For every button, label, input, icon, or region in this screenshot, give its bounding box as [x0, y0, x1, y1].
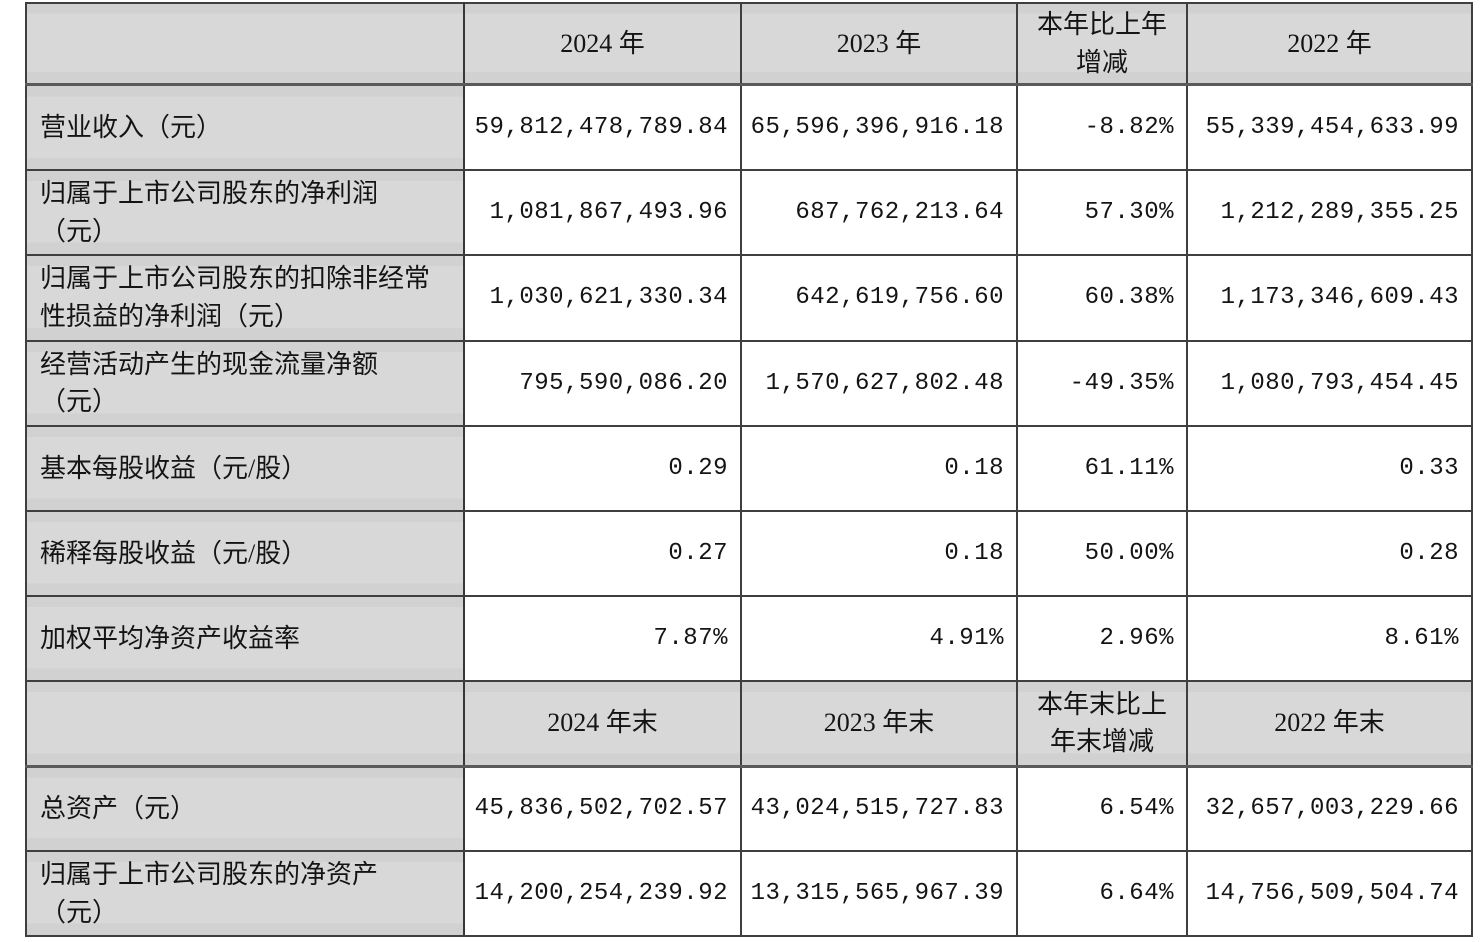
- change-cell: 6.64%: [1016, 849, 1188, 938]
- value-2024-cell: 14,200,254,239.92: [463, 849, 742, 938]
- value-2024-cell: 1,030,621,330.34: [463, 254, 742, 342]
- table-row-net-profit: 归属于上市公司股东的净利润 （元） 1,081,867,493.96 687,7…: [25, 168, 1473, 257]
- value-2023-cell: 13,315,565,967.39: [740, 849, 1018, 938]
- row-label-cell: 营业收入（元）: [25, 83, 465, 171]
- value-2024-cell: 0.29: [463, 425, 742, 512]
- change-cell: -49.35%: [1016, 339, 1188, 428]
- value-2023-cell: 687,762,213.64: [740, 168, 1018, 257]
- row-label-cell: 归属于上市公司股东的净资产 （元）: [25, 849, 465, 938]
- value-2023-cell: 43,024,515,727.83: [740, 765, 1018, 852]
- change-cell: 6.54%: [1016, 765, 1188, 852]
- value-2024-cell: 7.87%: [463, 595, 742, 682]
- value-2024-cell: 795,590,086.20: [463, 339, 742, 428]
- value-2023-cell: 1,570,627,802.48: [740, 339, 1018, 428]
- row-label-cell: 基本每股收益（元/股）: [25, 425, 465, 512]
- header-change-cell: 本年比上年 增减: [1016, 2, 1188, 87]
- value-2024-cell: 1,081,867,493.96: [463, 168, 742, 257]
- value-2023-cell: 4.91%: [740, 595, 1018, 682]
- header-2023-end-cell: 2023 年末: [740, 680, 1018, 768]
- table-row-total-assets: 总资产（元） 45,836,502,702.57 43,024,515,727.…: [25, 765, 1473, 852]
- change-cell: 50.00%: [1016, 510, 1188, 597]
- header-2022-end-cell: 2022 年末: [1186, 680, 1473, 768]
- value-2022-cell: 32,657,003,229.66: [1186, 765, 1473, 852]
- table-header-row-year-end: 2024 年末 2023 年末 本年末比上 年末增减 2022 年末: [25, 680, 1473, 768]
- value-2023-cell: 0.18: [740, 510, 1018, 597]
- table-header-row-annual: 2024 年 2023 年 本年比上年 增减 2022 年: [25, 2, 1473, 87]
- financial-summary-table: 2024 年 2023 年 本年比上年 增减 2022 年 营业收入（元） 59…: [25, 2, 1473, 938]
- header-2022-cell: 2022 年: [1186, 2, 1473, 87]
- value-2022-cell: 1,173,346,609.43: [1186, 254, 1473, 342]
- row-label-cell: 加权平均净资产收益率: [25, 595, 465, 682]
- header-2024-end-cell: 2024 年末: [463, 680, 742, 768]
- value-2024-cell: 45,836,502,702.57: [463, 765, 742, 852]
- table-row-revenue: 营业收入（元） 59,812,478,789.84 65,596,396,916…: [25, 83, 1473, 171]
- value-2022-cell: 1,212,289,355.25: [1186, 168, 1473, 257]
- table-row-diluted-eps: 稀释每股收益（元/股） 0.27 0.18 50.00% 0.28: [25, 510, 1473, 597]
- header-end-change-cell: 本年末比上 年末增减: [1016, 680, 1188, 768]
- value-2022-cell: 8.61%: [1186, 595, 1473, 682]
- row-label-cell: 归属于上市公司股东的净利润 （元）: [25, 168, 465, 257]
- table-row-operating-cash-flow: 经营活动产生的现金流量净额 （元） 795,590,086.20 1,570,6…: [25, 339, 1473, 428]
- row-label-cell: 归属于上市公司股东的扣除非经常 性损益的净利润（元）: [25, 254, 465, 342]
- value-2023-cell: 642,619,756.60: [740, 254, 1018, 342]
- row-label-cell: 稀释每股收益（元/股）: [25, 510, 465, 597]
- row-label-cell: 总资产（元）: [25, 765, 465, 852]
- table-row-basic-eps: 基本每股收益（元/股） 0.29 0.18 61.11% 0.33: [25, 425, 1473, 512]
- value-2023-cell: 65,596,396,916.18: [740, 83, 1018, 171]
- key-financials-table: 2024 年 2023 年 本年比上年 增减 2022 年 营业收入（元） 59…: [25, 2, 1473, 938]
- value-2022-cell: 55,339,454,633.99: [1186, 83, 1473, 171]
- change-cell: 60.38%: [1016, 254, 1188, 342]
- table-row-net-assets: 归属于上市公司股东的净资产 （元） 14,200,254,239.92 13,3…: [25, 849, 1473, 938]
- value-2022-cell: 0.28: [1186, 510, 1473, 597]
- value-2024-cell: 59,812,478,789.84: [463, 83, 742, 171]
- value-2024-cell: 0.27: [463, 510, 742, 597]
- change-cell: 61.11%: [1016, 425, 1188, 512]
- value-2023-cell: 0.18: [740, 425, 1018, 512]
- change-cell: 2.96%: [1016, 595, 1188, 682]
- header-blank-cell: [25, 2, 465, 87]
- table-row-deducted-net-profit: 归属于上市公司股东的扣除非经常 性损益的净利润（元） 1,030,621,330…: [25, 254, 1473, 342]
- change-cell: -8.82%: [1016, 83, 1188, 171]
- value-2022-cell: 0.33: [1186, 425, 1473, 512]
- row-label-cell: 经营活动产生的现金流量净额 （元）: [25, 339, 465, 428]
- header-2023-cell: 2023 年: [740, 2, 1018, 87]
- value-2022-cell: 1,080,793,454.45: [1186, 339, 1473, 428]
- header-2024-cell: 2024 年: [463, 2, 742, 87]
- header-blank-cell: [25, 680, 465, 768]
- change-cell: 57.30%: [1016, 168, 1188, 257]
- table-row-weighted-avg-roe: 加权平均净资产收益率 7.87% 4.91% 2.96% 8.61%: [25, 595, 1473, 682]
- value-2022-cell: 14,756,509,504.74: [1186, 849, 1473, 938]
